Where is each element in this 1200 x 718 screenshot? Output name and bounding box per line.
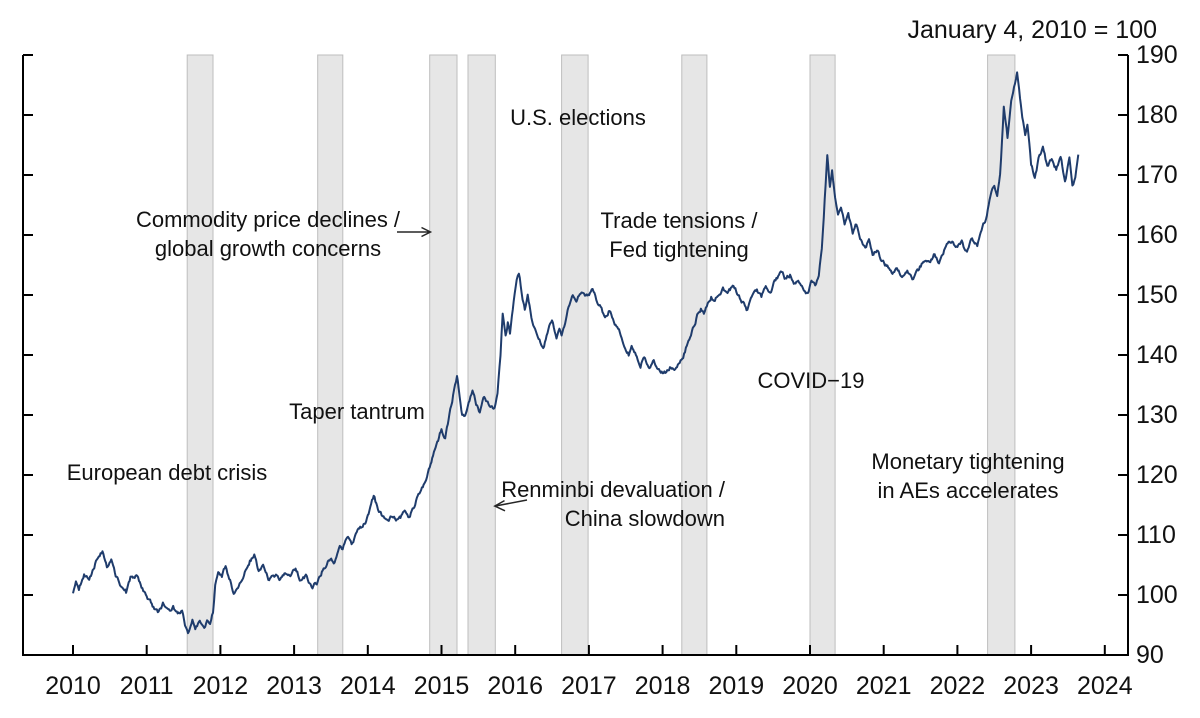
x-tick-label-2017: 2017 (561, 672, 617, 700)
y-tick-label-100: 100 (1136, 581, 1178, 609)
event-band-european-debt-crisis (186, 54, 214, 656)
x-tick-label-2019: 2019 (708, 672, 765, 700)
annotation-line: Trade tensions / (600, 208, 758, 233)
event-band-us-elections (561, 54, 589, 656)
event-band-renminbi-devaluation (467, 54, 496, 656)
x-tick-label-2024: 2024 (1076, 672, 1133, 700)
annotation-line: Commodity price declines / (135, 207, 401, 232)
annotation-line: Monetary tightening (871, 449, 1065, 474)
arrow-left-icon (493, 499, 528, 512)
y-tick-label-190: 190 (1136, 41, 1178, 69)
x-tick-label-2015: 2015 (413, 672, 470, 700)
x-tick-label-2023: 2023 (1003, 672, 1059, 700)
y-tick-label-120: 120 (1136, 461, 1178, 489)
y-tick-label-160: 160 (1136, 221, 1178, 249)
annotation-taper-tantrum: Taper tantrum (289, 397, 425, 426)
x-tick-label-2011: 2011 (119, 672, 174, 700)
annotation-line: China slowdown (564, 506, 725, 531)
x-tick-label-2013: 2013 (266, 672, 322, 700)
x-tick-label-2021: 2021 (855, 672, 912, 700)
x-tick-label-2016: 2016 (487, 672, 543, 700)
annotation-commodity-price-declines: Commodity price declines / global growth… (136, 205, 400, 263)
axes (22, 54, 1129, 656)
arrow-right-icon (397, 226, 433, 238)
annotation-line: COVID−19 (757, 368, 865, 393)
event-band-trade-tensions (681, 54, 708, 656)
event-band-taper-tantrum (317, 54, 344, 656)
y-tick-label-90: 90 (1136, 641, 1164, 669)
index-line (72, 71, 1080, 635)
y-tick-label-150: 150 (1136, 281, 1178, 309)
annotation-line: European debt crisis (66, 460, 268, 485)
annotation-line: Taper tantrum (289, 399, 425, 424)
annotation-line: Fed tightening (609, 237, 749, 262)
x-tick-label-2020: 2020 (782, 672, 838, 700)
y-tick-label-130: 130 (1136, 401, 1178, 429)
x-tick-label-2010: 2010 (45, 672, 101, 700)
x-tick-label-2018: 2018 (634, 672, 691, 700)
annotation-us-elections: U.S. elections (510, 103, 646, 132)
annotation-arrows (397, 226, 528, 512)
event-band-commodity-price-declines (429, 54, 458, 656)
event-bands (186, 54, 1016, 656)
annotation-monetary-tightening: Monetary tightening in AEs accelerates (871, 447, 1064, 505)
chart-title: January 4, 2010 = 100 (907, 16, 1158, 44)
x-tick-label-2012: 2012 (192, 672, 249, 700)
annotation-line: Renminbi devaluation / (501, 477, 725, 502)
y-tick-label-110: 110 (1136, 521, 1176, 549)
event-band-covid-19 (809, 54, 836, 656)
annotation-covid-19: COVID−19 (758, 366, 865, 395)
annotation-european-debt-crisis: European debt crisis (67, 458, 268, 487)
x-tick-label-2014: 2014 (339, 672, 396, 700)
annotation-line: in AEs accelerates (877, 478, 1059, 503)
y-tick-label-170: 170 (1136, 161, 1178, 189)
y-tick-label-180: 180 (1136, 101, 1178, 129)
annotation-trade-tensions: Trade tensions / Fed tightening (601, 206, 758, 264)
y-tick-label-140: 140 (1136, 341, 1178, 369)
x-tick-label-2022: 2022 (929, 672, 986, 700)
annotation-line: U.S. elections (510, 105, 646, 130)
annotation-renminbi-devaluation: Renminbi devaluation / China slowdown (501, 475, 725, 533)
annotation-line: global growth concerns (154, 236, 382, 261)
